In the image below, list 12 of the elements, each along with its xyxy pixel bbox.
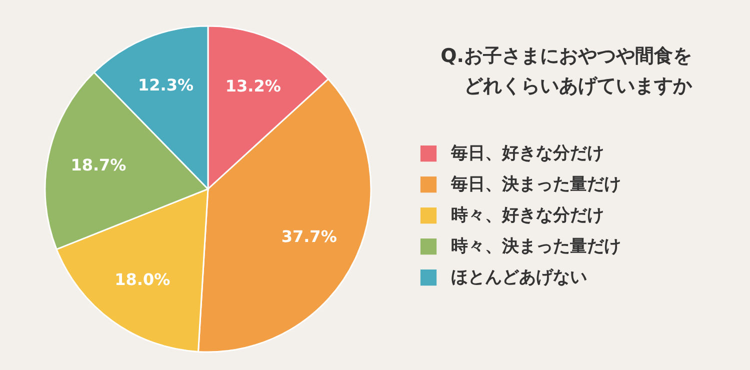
legend-label: 毎日、好きな分だけ <box>450 144 604 164</box>
legend-label: 毎日、決まった量だけ <box>450 174 621 194</box>
data-label: 37.7% <box>281 227 337 246</box>
data-label: 18.7% <box>70 156 126 175</box>
legend-label: ほとんどあげない <box>451 268 587 288</box>
legend-label: 時々、決まった量だけ <box>451 236 621 256</box>
text: Q.お子さまにおやつや間食を <box>440 45 692 67</box>
text: どれくらいあげていますか <box>464 75 692 97</box>
data-label: 13.2% <box>225 76 281 96</box>
legend-label: 時々、好きな分だけ <box>451 206 604 226</box>
data-label: 12.3% <box>138 75 194 94</box>
data-label: 18.0% <box>114 270 170 289</box>
